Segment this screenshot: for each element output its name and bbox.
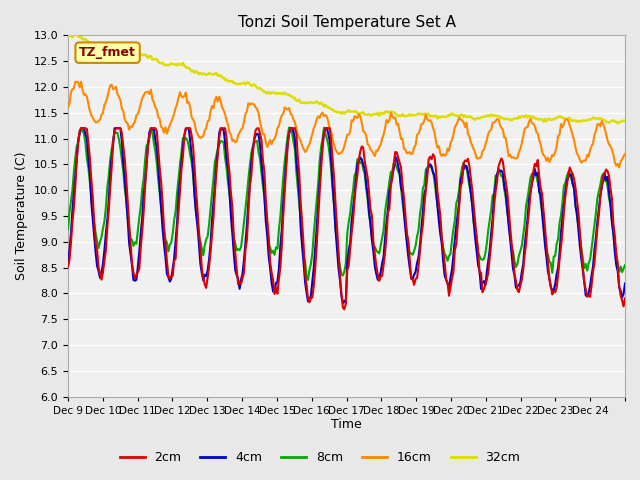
X-axis label: Time: Time: [331, 419, 362, 432]
Y-axis label: Soil Temperature (C): Soil Temperature (C): [15, 152, 28, 280]
Legend: 2cm, 4cm, 8cm, 16cm, 32cm: 2cm, 4cm, 8cm, 16cm, 32cm: [115, 446, 525, 469]
Title: Tonzi Soil Temperature Set A: Tonzi Soil Temperature Set A: [237, 15, 456, 30]
Text: TZ_fmet: TZ_fmet: [79, 46, 136, 59]
